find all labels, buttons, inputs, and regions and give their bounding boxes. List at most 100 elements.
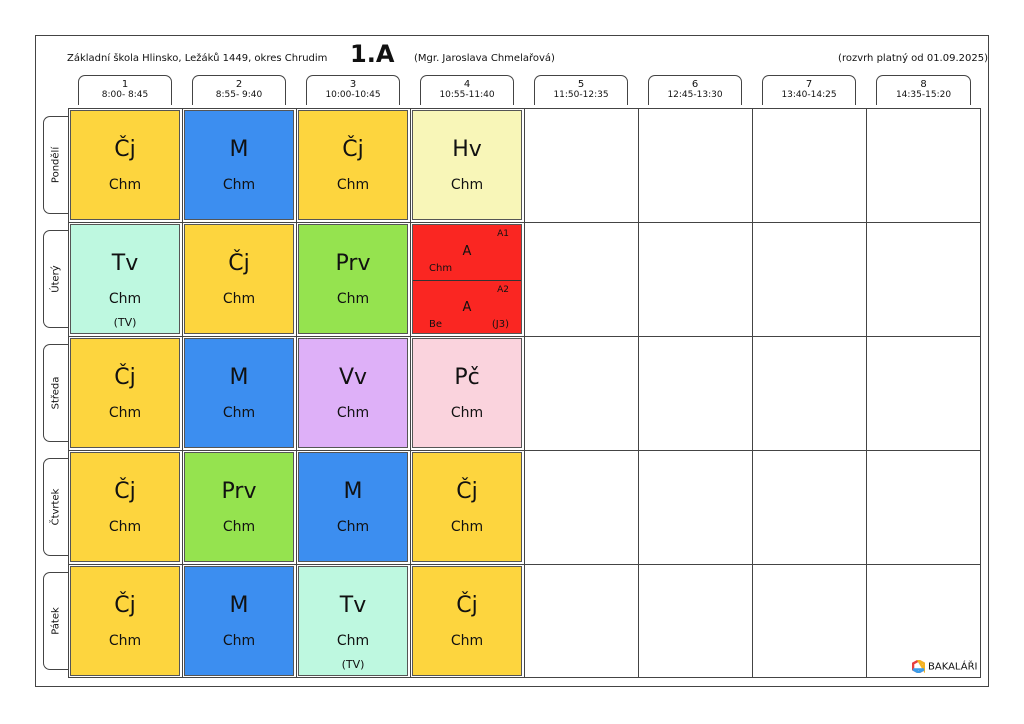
- lesson-cell[interactable]: Prv Chm: [298, 224, 408, 334]
- teacher-label: Chm: [222, 291, 256, 307]
- lesson-group: A1 A Chm: [413, 225, 521, 280]
- subject-label: Čj: [342, 137, 364, 162]
- group-label: A2: [497, 285, 509, 295]
- brand-name: BAKALÁŘI: [928, 661, 978, 673]
- teacher-label: Chm: [336, 405, 370, 421]
- period-time: 11:50-12:35: [553, 90, 609, 100]
- period-number: 5: [577, 79, 585, 90]
- teacher-label: Chm: [108, 633, 142, 649]
- teacher-label: Chm: [108, 177, 142, 193]
- lesson-cell[interactable]: M Chm: [184, 110, 294, 220]
- period-time: 8:55- 9:40: [215, 90, 263, 100]
- lesson-cell[interactable]: Čj Chm: [70, 452, 180, 562]
- teacher-label: Chm: [336, 177, 370, 193]
- room-label: (J3): [491, 319, 509, 330]
- lesson-cell[interactable]: Hv Chm: [412, 110, 522, 220]
- teacher-label: Chm: [336, 633, 370, 649]
- day-label: Středa: [50, 376, 62, 410]
- teacher-label: Be: [429, 319, 443, 330]
- teacher-label: Chm: [450, 405, 484, 421]
- day-header: Pondělí: [43, 116, 68, 214]
- lesson-cell[interactable]: Čj Chm: [70, 338, 180, 448]
- grid-row-line: [68, 222, 981, 223]
- lesson-cell[interactable]: A1 A Chm A2 A Be (J3): [412, 224, 522, 334]
- teacher-label: Chm: [429, 263, 453, 274]
- period-number: 6: [691, 79, 699, 90]
- period-time: 13:40-14:25: [781, 90, 837, 100]
- period-time: 12:45-13:30: [667, 90, 723, 100]
- subject-label: Prv: [335, 251, 371, 276]
- lesson-cell[interactable]: M Chm: [184, 338, 294, 448]
- teacher-label: Chm: [108, 291, 142, 307]
- lesson-cell[interactable]: Čj Chm: [70, 566, 180, 676]
- subject-label: A: [462, 300, 472, 315]
- room-label: (TV): [341, 658, 365, 671]
- subject-label: Čj: [114, 479, 136, 504]
- teacher-label: Chm: [222, 405, 256, 421]
- lesson-cell[interactable]: Tv Chm (TV): [70, 224, 180, 334]
- subject-label: Tv: [111, 251, 139, 276]
- day-header: Středa: [43, 344, 68, 442]
- timetable-sheet: [35, 35, 989, 687]
- period-header: 5 11:50-12:35: [534, 75, 628, 105]
- subject-label: Čj: [456, 479, 478, 504]
- lesson-cell[interactable]: Vv Chm: [298, 338, 408, 448]
- period-time: 14:35-15:20: [895, 90, 952, 100]
- subject-label: Čj: [456, 593, 478, 618]
- teacher-label: Chm: [336, 291, 370, 307]
- period-number: 2: [235, 79, 243, 90]
- teacher-label: Chm: [450, 633, 484, 649]
- grid-column-line: [296, 108, 297, 678]
- teacher-label: Chm: [336, 519, 370, 535]
- lesson-cell[interactable]: Čj Chm: [184, 224, 294, 334]
- lesson-group: A2 A Be (J3): [413, 280, 521, 336]
- period-time: 8:00- 8:45: [101, 90, 149, 100]
- period-header: 3 10:00-10:45: [306, 75, 400, 105]
- lesson-cell[interactable]: Pč Chm: [412, 338, 522, 448]
- day-label: Úterý: [50, 265, 62, 293]
- lesson-cell[interactable]: M Chm: [298, 452, 408, 562]
- grid-column-line: [182, 108, 183, 678]
- period-header: 1 8:00- 8:45: [78, 75, 172, 105]
- subject-label: Pč: [454, 365, 480, 390]
- grid-column-line: [638, 108, 639, 678]
- period-time: 10:00-10:45: [325, 90, 381, 100]
- subject-label: Tv: [339, 593, 367, 618]
- period-header: 2 8:55- 9:40: [192, 75, 286, 105]
- grid-column-line: [524, 108, 525, 678]
- lesson-cell[interactable]: Tv Chm (TV): [298, 566, 408, 676]
- lesson-cell[interactable]: Čj Chm: [412, 566, 522, 676]
- lesson-cell[interactable]: Prv Chm: [184, 452, 294, 562]
- day-label: Pondělí: [50, 146, 62, 184]
- period-number: 3: [349, 79, 357, 90]
- teacher-label: Chm: [450, 519, 484, 535]
- subject-label: A: [462, 244, 472, 259]
- day-label: Pátek: [50, 607, 62, 635]
- subject-label: M: [229, 137, 249, 162]
- subject-label: Hv: [452, 137, 482, 162]
- grid-row-line: [68, 450, 981, 451]
- teacher-label: Chm: [108, 405, 142, 421]
- school-name: Základní škola Hlinsko, Ležáků 1449, okr…: [67, 53, 328, 64]
- teacher-label: Chm: [450, 177, 484, 193]
- subject-label: Čj: [228, 251, 250, 276]
- day-header: Úterý: [43, 230, 68, 328]
- grid-column-line: [752, 108, 753, 678]
- subject-label: Čj: [114, 593, 136, 618]
- period-number: 4: [463, 79, 471, 90]
- grid-column-line: [410, 108, 411, 678]
- subject-label: M: [343, 479, 363, 504]
- class-teacher: (Mgr. Jaroslava Chmelařová): [414, 53, 555, 64]
- subject-label: M: [229, 593, 249, 618]
- group-label: A1: [497, 229, 509, 239]
- period-number: 8: [920, 79, 927, 90]
- grid-column-line: [866, 108, 867, 678]
- teacher-label: Chm: [222, 519, 256, 535]
- lesson-cell[interactable]: Čj Chm: [70, 110, 180, 220]
- lesson-cell[interactable]: Čj Chm: [298, 110, 408, 220]
- lesson-cell[interactable]: M Chm: [184, 566, 294, 676]
- lesson-cell[interactable]: Čj Chm: [412, 452, 522, 562]
- teacher-label: Chm: [222, 633, 256, 649]
- period-number: 1: [121, 79, 129, 90]
- day-label: Čtvrtek: [50, 488, 62, 526]
